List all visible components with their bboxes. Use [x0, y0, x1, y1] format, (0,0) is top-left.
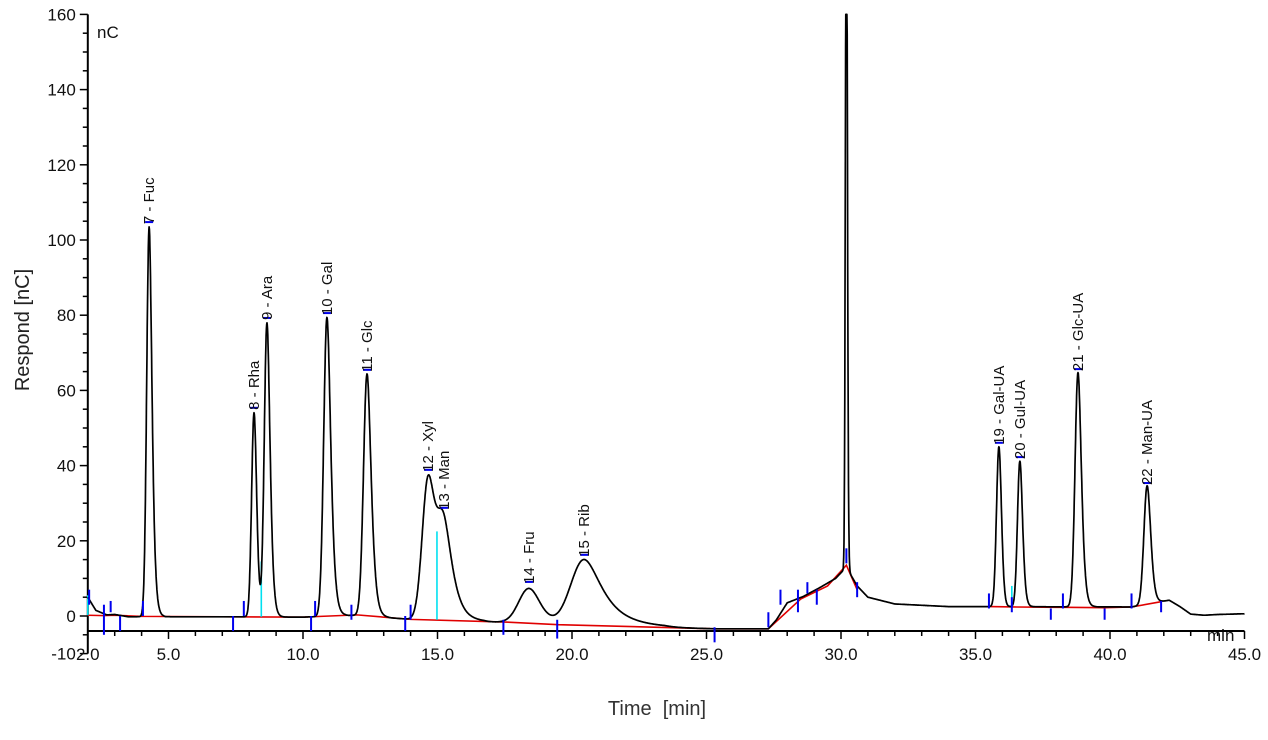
peak-label: 9 - Ara — [259, 275, 276, 320]
y-tick-label: 20 — [57, 532, 76, 551]
x-unit-label: min — [1207, 626, 1234, 645]
peak-label: 7 - Fuc — [141, 177, 158, 224]
x-tick-label: 5.0 — [157, 645, 181, 664]
x-tick-label: 20.0 — [555, 645, 588, 664]
peak-label: 21 - Glc-UA — [1070, 293, 1087, 371]
axes: -10 0 20 40 60 80 100 120 140 160 2.0 5.0 10.0 15.0 20… — [47, 5, 1261, 664]
peak-label: 10 - Gal — [319, 262, 336, 315]
x-tick-label: 45.0 — [1228, 645, 1261, 664]
y-tick-label: 0 — [66, 607, 75, 626]
peak-label: 15 - Rib — [576, 504, 593, 557]
y-tick-label: 100 — [47, 231, 75, 250]
x-tick-label: 25.0 — [690, 645, 723, 664]
peak-label: 22 - Man-UA — [1139, 400, 1156, 485]
y-tick-label: 140 — [47, 81, 75, 100]
peak-label: 20 - Gul-UA — [1012, 380, 1029, 459]
y-tick-label: 160 — [47, 5, 75, 24]
x-tick-label: 10.0 — [286, 645, 319, 664]
x-tick-label: 40.0 — [1093, 645, 1126, 664]
peak-label: 8 - Rha — [246, 360, 263, 410]
x-axis-label: Time [min] — [608, 698, 706, 720]
peak-label: 19 - Gal-UA — [991, 366, 1008, 445]
y-tick-label: 80 — [57, 306, 76, 325]
peak-label: 14 - Fru — [521, 531, 538, 584]
y-tick-label: -10 — [51, 645, 76, 664]
x-tick-label: 15.0 — [421, 645, 454, 664]
integration-markers — [88, 548, 1163, 643]
peak-label: 13 - Man — [436, 451, 453, 510]
y-tick-label: 40 — [57, 457, 76, 476]
x-tick-label: 2.0 — [76, 645, 100, 664]
x-tick-label: 35.0 — [959, 645, 992, 664]
peak-labels: 7 - Fuc 8 - Rha 9 - Ara 10 - Gal 11 - Glc 12 … — [141, 177, 1156, 584]
x-tick-label: 30.0 — [824, 645, 857, 664]
chromatogram-trace — [87, 13, 1246, 630]
y-unit-label: nC — [97, 23, 119, 42]
y-axis-label: Respond [nC] — [12, 269, 34, 391]
y-tick-label: 120 — [47, 156, 75, 175]
peak-separators — [87, 531, 1013, 620]
peak-label: 12 - Xyl — [420, 421, 437, 472]
y-tick-label: 60 — [57, 381, 76, 400]
peak-label: 11 - Glc — [359, 320, 376, 372]
